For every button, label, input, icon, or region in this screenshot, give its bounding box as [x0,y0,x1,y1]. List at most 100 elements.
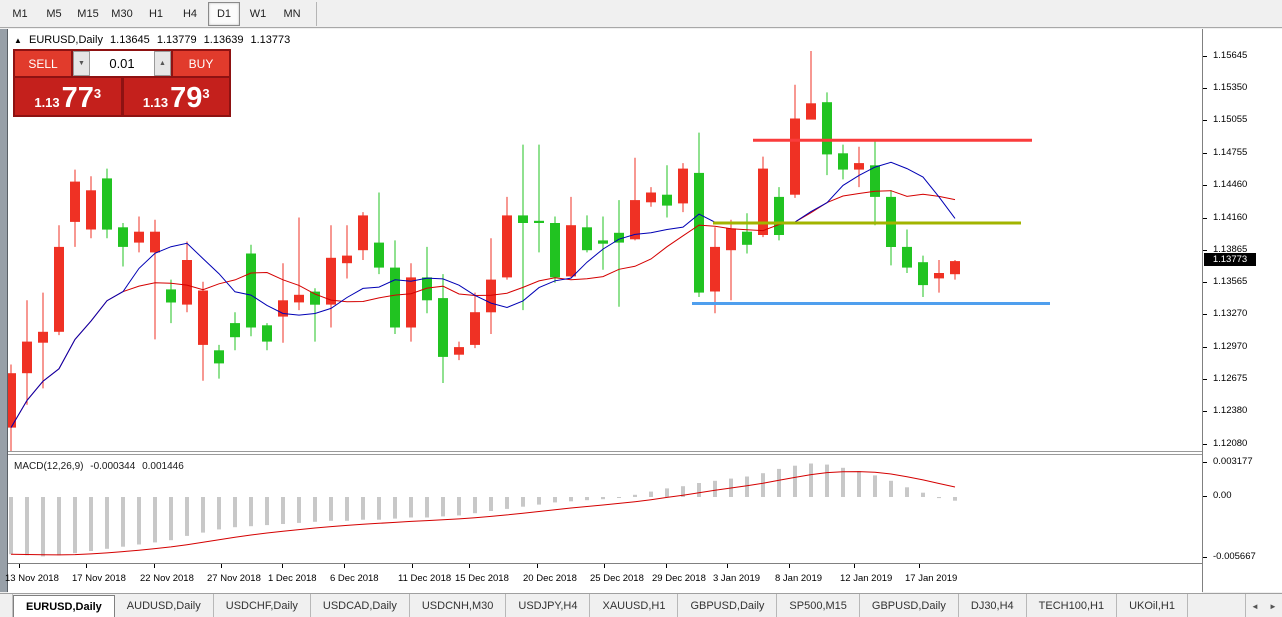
timeframe-button-h4[interactable]: H4 [182,7,198,20]
price-chart-canvas[interactable] [8,30,1202,563]
candle [550,223,560,278]
volume-increase-button[interactable]: ▲ [154,51,171,76]
macd-histogram-bar [489,497,493,511]
candle [534,220,544,223]
date-tick [789,564,790,568]
date-axis-label: 17 Nov 2018 [72,573,126,584]
macd-axis-label: -0.005667 [1213,551,1256,562]
macd-histogram-bar [345,497,349,521]
timeframe-toolbar: M1 M5 M15 M30 H1 H4 D1 W1 MN [0,0,1282,28]
candle [646,192,656,203]
buy-price-display[interactable]: 1.13 79 3 [123,78,229,115]
candle [390,267,400,328]
macd-histogram-bar [777,468,781,497]
chart-tab-usdcnh-m30[interactable]: USDCNH,M30 [410,594,507,617]
candle [710,246,720,292]
macd-histogram-bar [73,497,77,554]
chart-tab-tech100-h1[interactable]: TECH100,H1 [1027,594,1118,617]
candle [54,246,64,332]
tab-scroll-right-icon[interactable]: ► [1269,601,1277,611]
ohlc-open: 1.13645 [110,34,150,46]
candle [310,291,320,305]
date-tick [154,564,155,568]
buy-button[interactable]: BUY [173,51,229,76]
price-axis-label: 1.13565 [1213,276,1248,287]
macd-histogram-bar [249,497,253,527]
macd-axis-tick [1203,462,1207,463]
chart-tab-bar: EURUSD,Daily AUDUSD,Daily USDCHF,Daily USDC… [0,593,1282,617]
collapse-arrow-icon[interactable]: ▲ [14,36,22,45]
chart-tab-gbpusd-daily[interactable]: GBPUSD,Daily [678,594,778,617]
chart-tab-xauusd-h1[interactable]: XAUUSD,H1 [590,594,679,617]
chart-tab-usdjpy-h4[interactable]: USDJPY,H4 [506,594,591,617]
candle [166,289,176,303]
date-axis[interactable]: 13 Nov 2018 17 Nov 2018 22 Nov 2018 27 Nov … [5,563,1202,593]
timeframe-button-m15[interactable]: M15 [77,7,99,20]
timeframe-button-mn[interactable]: MN [283,7,301,20]
price-axis-label: 1.15645 [1213,50,1248,61]
timeframe-button-m30[interactable]: M30 [111,7,133,20]
chart-tab-usdchf-daily[interactable]: USDCHF,Daily [214,594,311,617]
price-tick [1203,282,1207,283]
candle [902,246,912,268]
macd-histogram-bar [441,497,445,517]
macd-histogram-bar [585,497,589,501]
candle [486,279,496,313]
candle [726,228,736,251]
macd-histogram-bar [873,475,877,497]
volume-input[interactable]: 0.01 [90,51,154,76]
macd-histogram-bar [297,497,301,523]
chart-symbol-label: EURUSD,Daily [28,34,103,46]
candle [662,194,672,206]
chart-tab-ukoil-h1[interactable]: UKOil,H1 [1117,594,1188,617]
price-axis-label: 1.13865 [1213,244,1248,255]
candle [102,178,112,230]
macd-histogram-bar [857,471,861,497]
price-axis[interactable]: 1.15645 1.15350 1.15055 1.14755 1.14460 1.141… [1202,29,1282,592]
date-axis-label: 15 Dec 2018 [455,573,509,584]
candle [614,232,624,243]
price-axis-label: 1.15350 [1213,82,1248,93]
tab-scroll-left-icon[interactable]: ◄ [1251,601,1259,611]
ohlc-high: 1.13779 [156,34,197,46]
chart-tab-sp500-m15[interactable]: SP500,M15 [777,594,860,617]
candle [358,215,368,251]
timeframe-button-m1[interactable]: M1 [12,7,28,20]
volume-decrease-button[interactable]: ▼ [73,51,90,76]
date-axis-label: 17 Jan 2019 [905,573,958,584]
macd-axis-label: 0.00 [1213,490,1232,501]
candle [326,257,336,305]
chart-tab-gbpusd-daily[interactable]: GBPUSD,Daily [860,594,959,617]
date-tick [854,564,855,568]
chart-tab-dj30-h4[interactable]: DJ30,H4 [959,594,1027,617]
timeframe-button-h1[interactable]: H1 [148,7,164,20]
sell-price-point: 3 [93,86,102,101]
macd-histogram-bar [617,497,621,498]
macd-histogram-bar [793,465,797,497]
price-tick [1203,347,1207,348]
chart-tab-audusd-daily[interactable]: AUDUSD,Daily [115,594,214,617]
date-axis-label: 20 Dec 2018 [523,573,577,584]
macd-layer [9,463,957,557]
sell-price-display[interactable]: 1.13 77 3 [15,78,121,115]
chart-tab-eurusd-daily[interactable]: EURUSD,Daily [13,595,115,617]
candle [38,331,48,343]
price-axis-label: 1.12080 [1213,438,1248,449]
date-axis-label: 8 Jan 2019 [775,573,823,584]
macd-histogram-bar [361,497,365,520]
timeframe-button-m5[interactable]: M5 [46,7,62,20]
price-axis-label: 1.12675 [1213,373,1248,384]
timeframe-button-w1[interactable]: W1 [249,7,267,20]
sell-button[interactable]: SELL [15,51,71,76]
candle [518,215,528,223]
timeframe-button-d1[interactable]: D1 [208,1,240,26]
macd-name: MACD(12,26,9) [14,461,84,472]
date-axis-label: 29 Dec 2018 [652,573,706,584]
chart-tab-usdcad-daily[interactable]: USDCAD,Daily [311,594,410,617]
macd-axis-label: 0.003177 [1213,456,1253,467]
macd-histogram-bar [473,497,477,514]
macd-histogram-bar [201,497,205,533]
macd-histogram-bar [105,497,109,549]
price-tick [1203,218,1207,219]
candle [22,341,32,374]
